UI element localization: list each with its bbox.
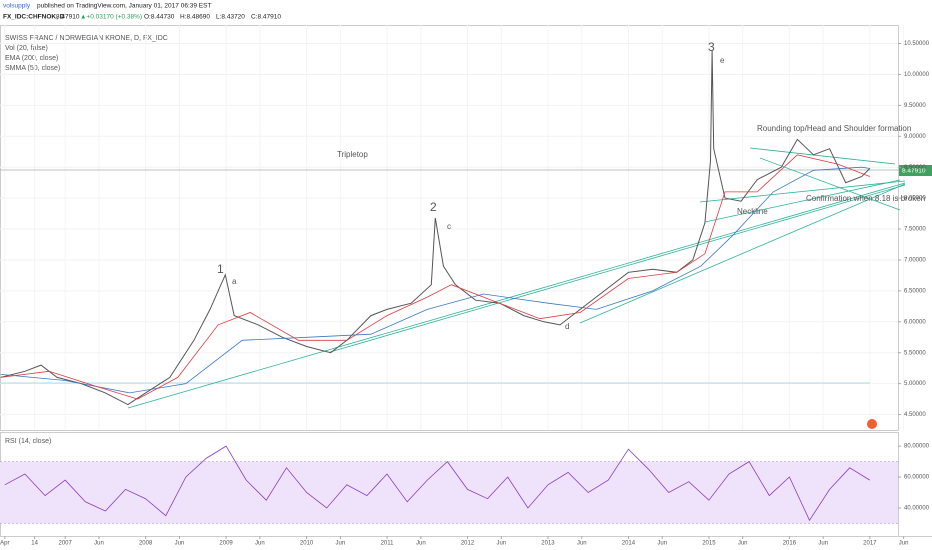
- y-tick-label: 10.50000: [904, 41, 930, 47]
- x-tick-label: Jun: [818, 541, 828, 547]
- symbol: FX_IDC:CHFNOK, D: [3, 14, 65, 21]
- x-tick-label: Jun: [577, 541, 587, 547]
- wave-label: 3: [708, 40, 715, 54]
- moving-average: [0, 166, 870, 394]
- x-tick-label: 2017: [863, 541, 877, 547]
- high: H:8.48690: [180, 14, 210, 21]
- x-tick-label: 2010: [300, 541, 314, 547]
- x-tick-label: Jun: [899, 541, 909, 547]
- wave-label: 2: [430, 200, 437, 214]
- y-tick-label: 8.00000: [904, 196, 926, 202]
- x-tick-label: 14: [31, 541, 38, 547]
- neckline: [699, 180, 906, 203]
- y-tick-label: 7.50000: [904, 227, 926, 233]
- trend-line: [579, 183, 906, 324]
- x-tick-label: Apr: [0, 541, 9, 547]
- wave-label: a: [232, 277, 237, 286]
- x-tick-label: Jun: [657, 541, 667, 547]
- y-tick-label: 4.50000: [904, 412, 926, 418]
- x-tick-label: Jun: [94, 541, 104, 547]
- x-tick-label: 2011: [381, 541, 395, 547]
- x-tick-label: 2012: [461, 541, 475, 547]
- y-tick-label: 5.50000: [904, 350, 926, 356]
- annotation: Tripletop: [337, 150, 368, 159]
- y-tick-label: 5.00000: [904, 381, 926, 387]
- price-line: [0, 50, 871, 406]
- indicator-label: EMA (200, close): [5, 55, 58, 62]
- y-tick-label: 9.00000: [904, 134, 926, 140]
- x-tick-label: 2015: [702, 541, 716, 547]
- trend-line: [749, 147, 896, 165]
- x-tick-label: Jun: [738, 541, 748, 547]
- y-tick-label: 80.00000: [904, 444, 930, 450]
- price-label: 8.47910: [902, 168, 926, 175]
- rsi-band: [0, 461, 898, 524]
- indicator-label: SMMA (50, close): [5, 65, 60, 72]
- wave-label: c: [447, 222, 451, 231]
- x-tick-label: 2007: [58, 541, 72, 547]
- y-tick-label: 6.50000: [904, 288, 926, 294]
- author[interactable]: volsupply: [3, 3, 31, 10]
- chart-title: SWISS FRANC / NORWEGIAN KRONE, D, FX_IDC: [5, 35, 168, 42]
- annotation: Neckline: [737, 207, 768, 216]
- price-pane: [0, 25, 899, 431]
- y-tick-label: 8.50000: [904, 165, 926, 171]
- rsi-line: [4, 445, 871, 522]
- x-tick-label: 2014: [622, 541, 636, 547]
- change: ▲+0.03170 (+0.38%): [80, 14, 142, 21]
- open: O:8.44730: [144, 14, 175, 21]
- wave-label: 1: [217, 262, 224, 276]
- x-tick-label: 2009: [219, 541, 233, 547]
- logo-icon[interactable]: [867, 419, 877, 429]
- wave-label: e: [720, 56, 725, 65]
- x-tick-label: Jun: [255, 541, 265, 547]
- y-tick-label: 10.00000: [904, 72, 930, 78]
- trend-line: [704, 179, 901, 223]
- y-tick-label: 40.00000: [904, 506, 930, 512]
- y-tick-label: 6.00000: [904, 319, 926, 325]
- last: 8.47910: [56, 14, 80, 21]
- x-tick-label: Jun: [175, 541, 185, 547]
- trend-line: [329, 184, 906, 353]
- rsi-title: RSI (14, close): [5, 438, 51, 445]
- x-tick-label: 2008: [139, 541, 153, 547]
- wave-label: d: [565, 322, 569, 331]
- x-tick-label: 2016: [783, 541, 797, 547]
- close: C:8.47910: [251, 14, 281, 21]
- moving-average: [0, 154, 870, 400]
- published: published on TradingView.com, January 01…: [37, 3, 211, 10]
- low: L:8.43720: [216, 14, 245, 21]
- trend-line: [759, 157, 901, 211]
- price-label-box: [899, 165, 932, 176]
- x-tick-label: Jun: [496, 541, 506, 547]
- y-tick-label: 9.50000: [904, 103, 926, 109]
- x-tick-label: Jun: [416, 541, 426, 547]
- y-tick-label: 60.00000: [904, 475, 930, 481]
- x-tick-label: 2013: [541, 541, 555, 547]
- trend-line: [127, 182, 906, 409]
- annotation: Confirmation when 8.18 is broken: [806, 194, 925, 203]
- annotation: Rounding top/Head and Shoulder formation: [757, 124, 911, 133]
- x-tick-label: Jun: [336, 541, 346, 547]
- indicator-label: Vol (20, false): [5, 45, 48, 52]
- y-tick-label: 7.00000: [904, 258, 926, 264]
